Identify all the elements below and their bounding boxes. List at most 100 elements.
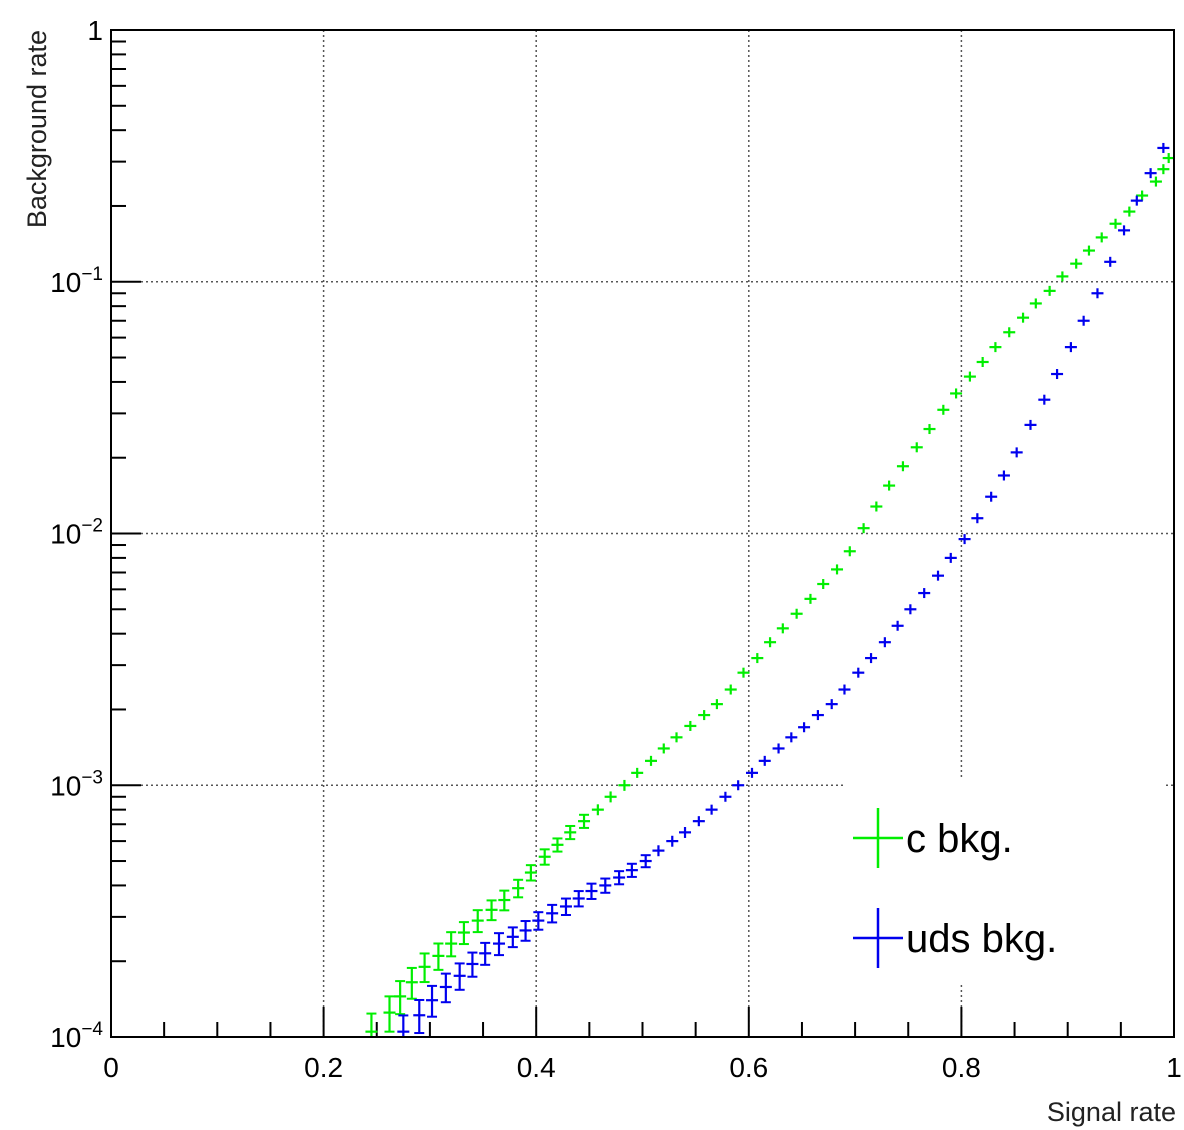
y-tick-label: 10−2 bbox=[50, 516, 103, 550]
data-point bbox=[564, 824, 577, 841]
data-point bbox=[506, 926, 519, 949]
data-point bbox=[524, 864, 537, 882]
data-point bbox=[798, 722, 811, 733]
data-point bbox=[365, 1012, 378, 1038]
data-point bbox=[679, 827, 692, 838]
x-tick-label: 0.6 bbox=[729, 1052, 768, 1083]
data-point bbox=[758, 755, 771, 766]
y-tick-label: 10−1 bbox=[50, 264, 103, 298]
data-point bbox=[512, 878, 525, 899]
legend-item: c bkg. bbox=[853, 808, 1013, 868]
data-point bbox=[737, 667, 750, 678]
legend: c bkg. uds bkg. bbox=[845, 780, 1165, 985]
x-tick-label: 0.4 bbox=[517, 1052, 556, 1083]
data-point bbox=[1104, 256, 1117, 267]
data-point bbox=[825, 699, 838, 710]
data-point bbox=[932, 570, 945, 581]
series-c-bkg bbox=[365, 153, 1175, 1038]
data-point bbox=[985, 491, 998, 502]
data-point bbox=[397, 1014, 410, 1038]
data-point bbox=[971, 513, 984, 524]
data-point bbox=[1077, 315, 1090, 326]
data-point bbox=[1095, 232, 1108, 243]
data-point bbox=[883, 480, 896, 491]
legend-item: uds bkg. bbox=[853, 908, 1057, 968]
data-point bbox=[1123, 206, 1136, 217]
data-point bbox=[785, 732, 798, 743]
y-tick-label: 10−4 bbox=[50, 1019, 103, 1053]
data-point bbox=[1038, 394, 1051, 405]
x-tick-label: 0.2 bbox=[304, 1052, 343, 1083]
data-point bbox=[625, 862, 638, 878]
data-point bbox=[432, 942, 445, 971]
data-point bbox=[857, 523, 870, 534]
x-tick-label: 0 bbox=[103, 1052, 119, 1083]
data-point bbox=[878, 637, 891, 648]
data-point bbox=[843, 546, 856, 557]
data-point bbox=[457, 921, 470, 946]
data-point bbox=[772, 743, 785, 754]
data-point bbox=[445, 931, 458, 958]
data-point bbox=[944, 552, 957, 563]
data-point bbox=[684, 720, 697, 731]
data-point bbox=[485, 899, 498, 922]
data-point bbox=[492, 932, 505, 957]
data-point bbox=[1082, 245, 1095, 256]
data-point bbox=[466, 951, 479, 978]
plot-frame bbox=[110, 29, 1175, 1038]
data-point bbox=[591, 804, 604, 816]
data-point bbox=[958, 534, 971, 545]
data-point bbox=[585, 882, 598, 900]
data-point bbox=[439, 972, 452, 1004]
data-point bbox=[1149, 176, 1162, 187]
data-point bbox=[631, 767, 644, 778]
data-point bbox=[572, 890, 585, 908]
data-point bbox=[1157, 164, 1170, 175]
data-point bbox=[963, 371, 976, 382]
data-point bbox=[896, 461, 909, 472]
data-point bbox=[865, 653, 878, 664]
data-point bbox=[479, 941, 492, 966]
data-point bbox=[426, 984, 439, 1018]
legend-label: c bkg. bbox=[906, 817, 1013, 861]
data-point bbox=[413, 998, 426, 1035]
data-point bbox=[1070, 258, 1083, 269]
data-point bbox=[764, 637, 777, 648]
data-point bbox=[471, 909, 484, 934]
series-layer bbox=[365, 142, 1175, 1038]
legend-label: uds bkg. bbox=[906, 917, 1057, 961]
data-point bbox=[498, 889, 511, 912]
data-point bbox=[724, 684, 737, 695]
y-tick-label: 1 bbox=[87, 15, 103, 46]
data-point bbox=[751, 653, 764, 664]
data-point bbox=[811, 710, 824, 721]
data-point bbox=[776, 623, 789, 634]
data-point bbox=[891, 620, 904, 631]
data-point bbox=[1136, 190, 1149, 201]
data-point bbox=[1162, 153, 1175, 164]
data-point bbox=[645, 755, 658, 766]
data-point bbox=[804, 593, 817, 604]
data-point bbox=[618, 779, 631, 791]
data-point bbox=[923, 424, 936, 435]
data-point bbox=[1029, 298, 1042, 309]
data-point bbox=[904, 604, 917, 615]
data-point bbox=[937, 404, 950, 415]
data-point bbox=[997, 470, 1010, 481]
data-point bbox=[918, 588, 931, 599]
data-point bbox=[670, 732, 683, 743]
data-point bbox=[870, 501, 883, 512]
data-point bbox=[394, 980, 407, 1016]
data-point bbox=[1130, 195, 1143, 206]
data-point bbox=[910, 442, 923, 453]
data-point bbox=[453, 962, 466, 991]
data-point bbox=[1144, 168, 1157, 179]
data-point bbox=[1157, 142, 1170, 153]
data-point bbox=[532, 911, 545, 931]
data-point bbox=[1109, 218, 1122, 229]
data-point bbox=[578, 813, 591, 829]
data-point bbox=[1064, 342, 1077, 353]
x-axis-title: Signal rate bbox=[1047, 1097, 1176, 1127]
data-point bbox=[976, 356, 989, 367]
